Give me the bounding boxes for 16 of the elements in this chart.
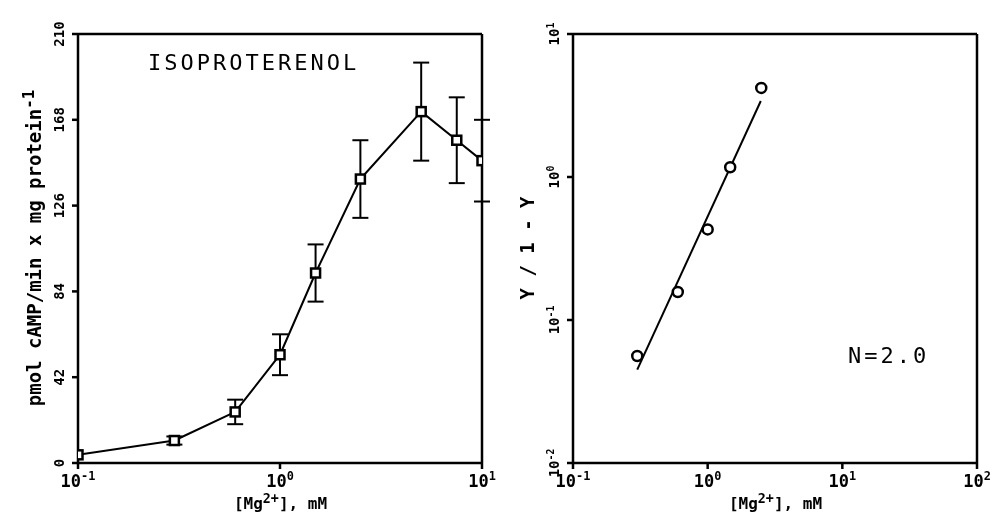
x-tick-label: 10$^{1}$	[468, 469, 496, 491]
y-tick-label: 126	[51, 192, 67, 219]
annotation: N=2.0	[848, 343, 930, 368]
x-tick-label: 10$^{1}$	[828, 469, 857, 491]
x-axis-title: [Mg$^{2+}$], mM	[727, 491, 824, 514]
y-axis-title: Y / 1 - Y	[516, 196, 538, 300]
x-tick-label: 10$^{2}$	[963, 469, 991, 491]
y-tick-label: 168	[51, 107, 67, 133]
x-axis-title: [Mg$^{2+}$], mM	[232, 491, 329, 514]
annotation: ISOPROTERENOL	[148, 50, 360, 75]
x-tick-label: 10$^{0}$	[266, 469, 294, 491]
y-tick-label: 84	[51, 282, 67, 300]
y-tick-label: 210	[51, 21, 67, 47]
y-tick-label: 0	[51, 458, 67, 468]
y-tick-label: 42	[51, 368, 67, 386]
x-tick-label: 10$^{0}$	[693, 469, 722, 491]
